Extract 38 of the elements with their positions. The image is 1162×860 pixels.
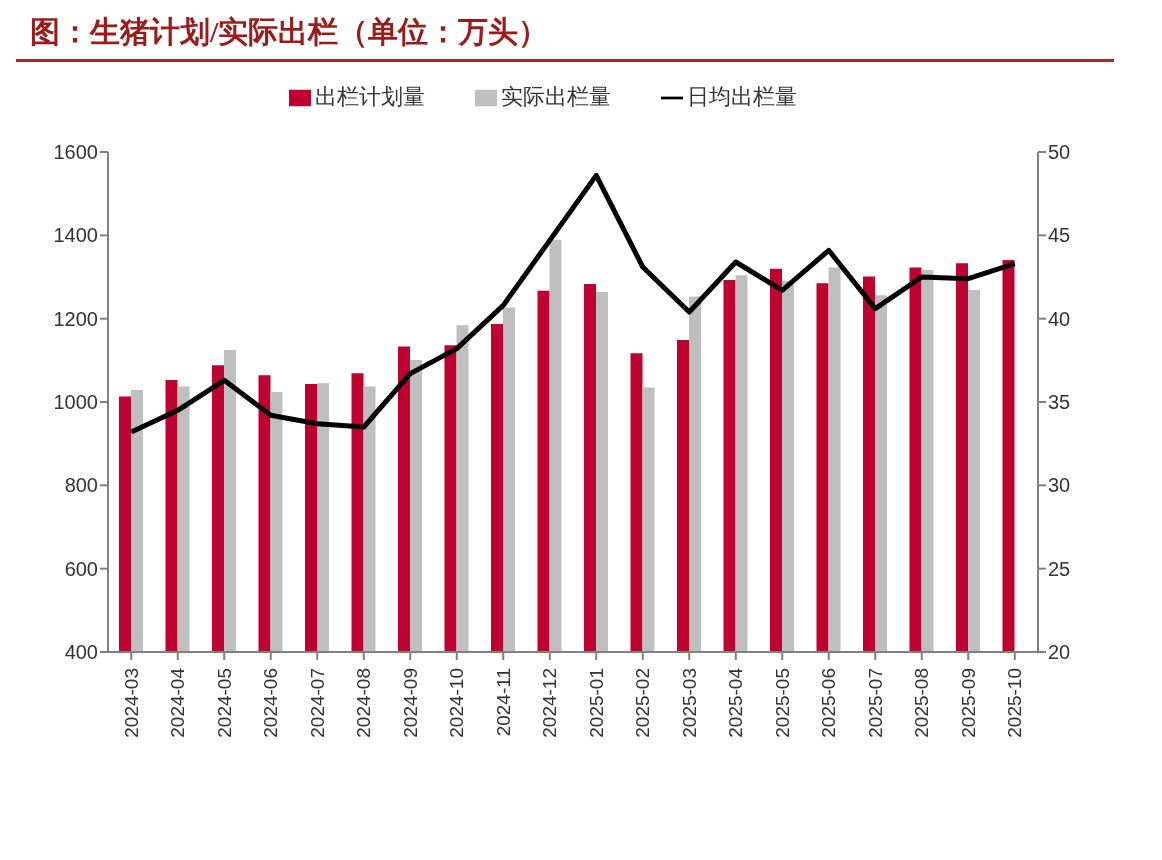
legend-label: 日均出栏量 xyxy=(687,84,797,109)
x-tick-label: 2024-10 xyxy=(446,668,468,738)
y2-tick-label: 45 xyxy=(1048,224,1071,247)
x-tick-label: 2024-07 xyxy=(306,668,328,738)
x-tick-label: 2024-05 xyxy=(213,668,235,738)
x-tick-label: 2025-05 xyxy=(771,668,793,738)
x-tick-label: 2025-10 xyxy=(1004,668,1026,738)
y-tick-label: 1000 xyxy=(53,391,98,414)
x-tick-label: 2024-11 xyxy=(492,668,514,737)
y-tick-label: 600 xyxy=(64,557,98,580)
x-tick-label: 2024-06 xyxy=(260,668,282,738)
x-tick-label: 2025-07 xyxy=(864,668,886,738)
x-tick-label: 2024-03 xyxy=(120,668,142,738)
x-tick-label: 2025-03 xyxy=(678,668,700,738)
x-tick-label: 2025-08 xyxy=(911,668,933,738)
x-tick-label: 2025-06 xyxy=(818,668,840,738)
y2-tick-label: 30 xyxy=(1048,474,1071,497)
legend-label: 实际出栏量 xyxy=(501,84,611,109)
x-tick-label: 2025-04 xyxy=(725,667,747,738)
x-tick-label: 2024-04 xyxy=(167,667,189,738)
y-tick-label: 400 xyxy=(64,641,98,664)
y2-tick-label: 25 xyxy=(1048,557,1071,580)
x-tick-label: 2024-09 xyxy=(399,668,421,738)
y-tick-label: 1600 xyxy=(53,141,98,164)
y2-tick-label: 20 xyxy=(1048,641,1071,664)
y-tick-label: 1200 xyxy=(53,307,98,330)
x-tick-label: 2025-09 xyxy=(957,668,979,738)
chart-title: 图：生猪计划/实际出栏（单位：万头） xyxy=(16,8,1114,62)
y-tick-label: 800 xyxy=(64,474,98,497)
x-tick-label: 2024-08 xyxy=(353,668,375,738)
x-tick-label: 2025-01 xyxy=(585,668,607,738)
x-tick-label: 2024-12 xyxy=(539,668,561,738)
legend-label: 出栏计划量 xyxy=(315,84,425,109)
x-tick-label: 2025-02 xyxy=(632,668,654,738)
y-tick-label: 1400 xyxy=(53,224,98,247)
y2-tick-label: 35 xyxy=(1048,391,1071,414)
y2-tick-label: 40 xyxy=(1048,307,1071,330)
y2-tick-label: 50 xyxy=(1048,141,1071,164)
